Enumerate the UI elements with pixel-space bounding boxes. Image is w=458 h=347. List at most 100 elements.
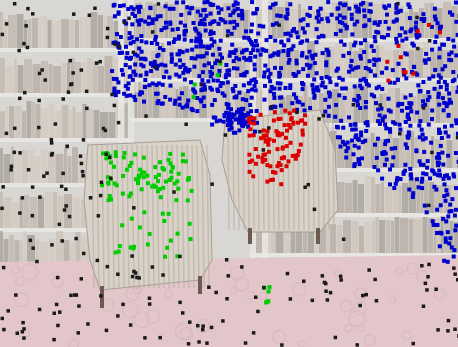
green-point	[166, 211, 171, 216]
black-point	[267, 126, 271, 130]
book-spine	[424, 180, 428, 213]
blue-point	[251, 11, 256, 16]
blue-point	[347, 51, 351, 56]
blue-point	[195, 109, 200, 114]
blue-point	[118, 4, 122, 8]
blue-point	[394, 178, 399, 183]
blue-point	[356, 145, 361, 150]
black-point	[426, 275, 430, 279]
black-point	[37, 125, 41, 130]
book-spine	[363, 137, 370, 168]
blue-point	[348, 122, 353, 127]
black-point	[325, 298, 330, 302]
blue-point	[241, 83, 246, 88]
green-point	[176, 186, 181, 191]
blue-point	[155, 63, 160, 68]
blue-point	[369, 92, 374, 97]
black-point	[74, 236, 78, 241]
green-point	[166, 157, 171, 162]
black-point	[452, 266, 456, 270]
blue-point	[278, 81, 283, 86]
book-spine	[157, 6, 165, 38]
black-point	[446, 318, 451, 323]
blue-point	[449, 245, 454, 250]
blue-point	[377, 121, 382, 126]
blue-point	[177, 96, 182, 101]
blue-point	[269, 84, 274, 89]
black-point	[76, 331, 80, 335]
green-point	[158, 160, 162, 165]
green-point	[109, 197, 113, 202]
book-spine	[368, 89, 373, 123]
book-spine	[315, 50, 324, 78]
blue-point	[445, 259, 450, 264]
black-point	[421, 106, 426, 110]
blue-point	[374, 155, 379, 160]
green-point	[124, 167, 129, 172]
blue-point	[133, 98, 138, 102]
blue-point	[342, 42, 347, 47]
blue-point	[392, 186, 397, 190]
blue-point	[446, 153, 451, 158]
red-point	[277, 133, 282, 138]
blue-point	[219, 7, 224, 12]
blue-point	[366, 67, 371, 72]
blue-point	[110, 69, 115, 73]
black-point	[361, 293, 365, 298]
book-spine	[375, 217, 379, 253]
blue-point	[231, 130, 236, 135]
blue-point	[367, 18, 372, 23]
blue-point	[155, 14, 160, 19]
blue-point	[223, 75, 228, 80]
blue-point	[120, 50, 124, 55]
blue-point	[133, 62, 138, 67]
blue-point	[167, 6, 172, 11]
book-spine	[364, 222, 372, 253]
blue-point	[192, 64, 197, 69]
blue-point	[424, 172, 429, 177]
black-point	[37, 71, 42, 76]
book-spine	[398, 186, 402, 213]
red-point	[284, 144, 289, 149]
blue-point	[377, 20, 382, 25]
blue-point	[114, 77, 119, 82]
blue-point	[367, 59, 372, 64]
blue-point	[286, 38, 291, 43]
blue-point	[176, 36, 181, 41]
blue-point	[251, 48, 256, 53]
book-spine	[44, 192, 53, 228]
blue-point	[442, 258, 447, 263]
blue-point	[232, 8, 237, 13]
blue-point	[244, 57, 249, 62]
book-spine	[179, 87, 182, 118]
book-spine	[385, 50, 393, 78]
blue-point	[212, 98, 217, 103]
blue-point	[390, 68, 395, 73]
blue-point	[429, 140, 434, 145]
green-point	[168, 151, 173, 156]
blue-point	[133, 52, 137, 57]
carpet-pattern	[363, 334, 376, 347]
blue-point	[400, 108, 404, 113]
blue-point	[288, 2, 293, 7]
blue-point	[385, 33, 390, 37]
red-point	[268, 164, 273, 169]
blue-point	[384, 126, 389, 131]
black-point	[374, 299, 379, 303]
blue-point	[290, 28, 295, 33]
book-spine	[198, 46, 203, 78]
black-point	[411, 341, 415, 346]
book-spine	[11, 146, 14, 183]
blue-point	[273, 105, 278, 109]
blue-point	[257, 23, 262, 28]
blue-point	[200, 70, 205, 75]
black-point	[59, 184, 64, 189]
black-point	[113, 42, 117, 46]
blue-point	[435, 207, 440, 212]
blue-point	[168, 20, 173, 25]
blue-point	[443, 130, 448, 135]
blue-point	[437, 102, 442, 107]
blue-point	[153, 34, 158, 39]
blue-point	[237, 120, 242, 125]
blue-point	[128, 93, 133, 98]
